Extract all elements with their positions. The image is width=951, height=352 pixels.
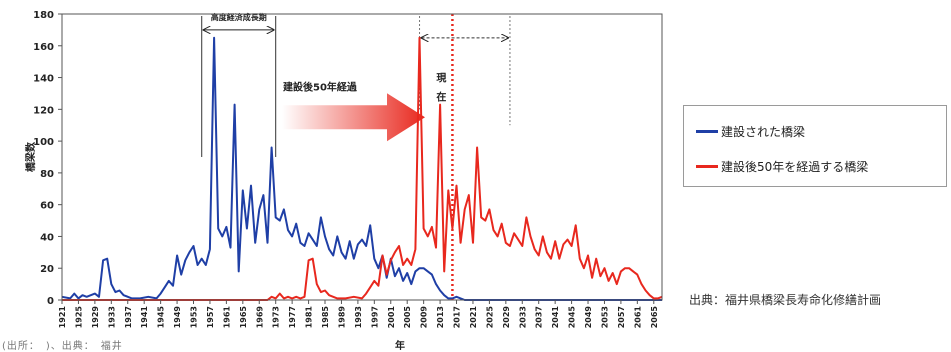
series-built-line — [61, 36, 662, 301]
x-tick-label: 1973 — [272, 306, 281, 328]
plot-frame — [61, 13, 663, 301]
fifty-year-label: 建設後50年経過 — [282, 80, 358, 93]
x-tick-label: 2013 — [436, 306, 445, 328]
x-tick-label: 2061 — [633, 306, 642, 329]
x-tick-label: 2045 — [568, 306, 577, 329]
y-tick-label: 60 — [40, 201, 54, 212]
x-tick-label: 2017 — [453, 306, 462, 328]
y-tick-label: 120 — [33, 105, 54, 116]
x-tick-label: 1921 — [58, 306, 67, 329]
current-label-1: 現 — [436, 73, 446, 85]
x-tick-label: 1993 — [354, 306, 363, 328]
y-axis-label: 橋梁数 — [24, 141, 37, 172]
legend-item-aged: 建設後50年を経過する橋梁 — [696, 158, 868, 175]
x-tick-label: 1981 — [305, 306, 314, 329]
y-tick-label: 180 — [33, 10, 54, 21]
y-tick-label: 40 — [40, 232, 54, 243]
clipped-caption: (出所： )、出典： 福井 — [2, 341, 123, 352]
x-tick-label: 2057 — [617, 306, 626, 328]
y-tick-label: 100 — [33, 137, 54, 148]
x-tick-label: 2065 — [650, 306, 659, 329]
legend-label-aged: 建設後50年を経過する橋梁 — [721, 160, 869, 174]
x-tick-label: 1945 — [157, 306, 166, 329]
x-tick-label: 1989 — [337, 306, 346, 329]
y-tick-label: 160 — [33, 42, 54, 53]
legend-label-built: 建設された橋梁 — [721, 125, 806, 139]
source-note: 出典：福井県橋梁長寿命化修繕計画 — [689, 293, 882, 307]
x-tick-label: 1941 — [140, 306, 149, 329]
fifty-year-arrow — [282, 93, 425, 142]
legend-swatch-blue — [696, 130, 718, 133]
x-tick-label: 1953 — [190, 306, 199, 328]
x-tick-label: 2001 — [387, 306, 396, 329]
x-tick-label: 1969 — [255, 306, 264, 329]
x-tick-label: 2029 — [502, 306, 511, 329]
x-tick-label: 2049 — [584, 306, 593, 329]
chart-legend: 建設された橋梁 建設後50年を経過する橋梁 — [683, 105, 947, 187]
x-tick-label: 1985 — [321, 306, 330, 329]
x-tick-label: 2021 — [469, 306, 478, 329]
x-tick-label: 1929 — [91, 306, 100, 329]
period-label: 高度経済成長期 — [211, 12, 267, 22]
x-axis-label: 年 — [395, 339, 405, 351]
x-tick-label: 1937 — [124, 306, 133, 328]
x-tick-label: 2033 — [518, 306, 527, 328]
x-tick-label: 1965 — [239, 306, 248, 329]
current-label-2: 在 — [436, 91, 446, 104]
x-tick-label: 1957 — [206, 306, 215, 328]
x-tick-label: 2005 — [403, 306, 412, 329]
y-tick-label: 0 — [47, 296, 54, 307]
x-tick-label: 2009 — [420, 306, 429, 329]
x-tick-label: 1949 — [173, 306, 182, 329]
x-tick-label: 2025 — [485, 306, 494, 329]
x-tick-label: 1961 — [222, 306, 231, 329]
y-tick-label: 20 — [40, 264, 54, 275]
x-tick-label: 1977 — [288, 306, 297, 328]
legend-swatch-red — [696, 165, 718, 168]
x-tick-label: 2053 — [600, 306, 609, 328]
series-aged-line — [62, 36, 663, 301]
x-tick-label: 1997 — [370, 306, 379, 328]
y-tick-label: 80 — [40, 169, 54, 180]
x-tick-label: 1925 — [74, 306, 83, 329]
x-tick-label: 1933 — [107, 306, 116, 328]
x-tick-label: 2037 — [535, 306, 544, 328]
x-tick-label: 2041 — [551, 306, 560, 329]
y-tick-label: 140 — [33, 74, 54, 85]
legend-item-built: 建設された橋梁 — [696, 123, 805, 140]
